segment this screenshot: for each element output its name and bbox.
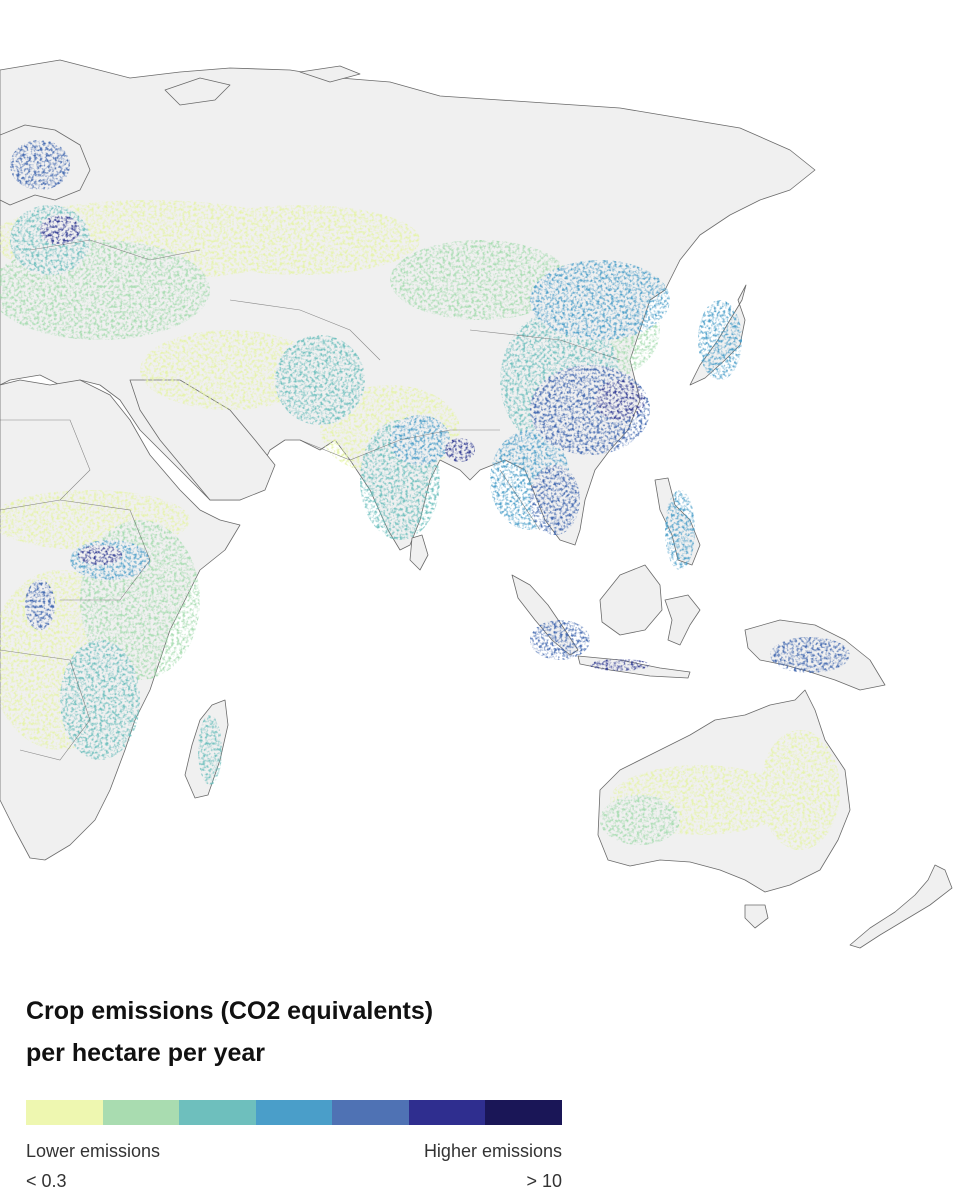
legend-low-label: Lower emissions <box>26 1141 161 1161</box>
legend-end-values: < 0.3 > 10 <box>26 1171 562 1192</box>
legend-swatch-1 <box>26 1100 103 1125</box>
legend-title-line1: Crop emissions (CO2 equivalents) <box>26 997 434 1025</box>
legend-high-value: > 10 <box>526 1171 562 1191</box>
legend: Crop emissions (CO2 equivalents) per hec… <box>26 990 566 1192</box>
legend-title: Crop emissions (CO2 equivalents) per hec… <box>26 990 566 1074</box>
borneo-landmass <box>599 564 663 636</box>
legend-low-value: < 0.3 <box>26 1171 67 1191</box>
sulawesi-landmass <box>664 594 701 646</box>
arctic-islands <box>164 65 361 106</box>
legend-swatch-7 <box>485 1100 563 1125</box>
legend-swatch-5 <box>332 1100 409 1125</box>
sri-lanka-landmass <box>409 534 429 571</box>
tasmania-landmass <box>744 904 769 929</box>
crop-emissions-map <box>0 59 953 949</box>
legend-title-line2: per hectare per year <box>26 1039 266 1067</box>
legend-swatch-6 <box>408 1100 486 1125</box>
legend-swatch-3 <box>179 1100 256 1125</box>
legend-end-labels: Lower emissions Higher emissions <box>26 1141 562 1162</box>
legend-high-label: Higher emissions <box>423 1141 562 1161</box>
legend-color-scale <box>26 1100 563 1125</box>
new-zealand-landmass <box>849 864 953 949</box>
legend-swatch-2 <box>102 1100 180 1125</box>
legend-swatch-4 <box>255 1100 333 1125</box>
